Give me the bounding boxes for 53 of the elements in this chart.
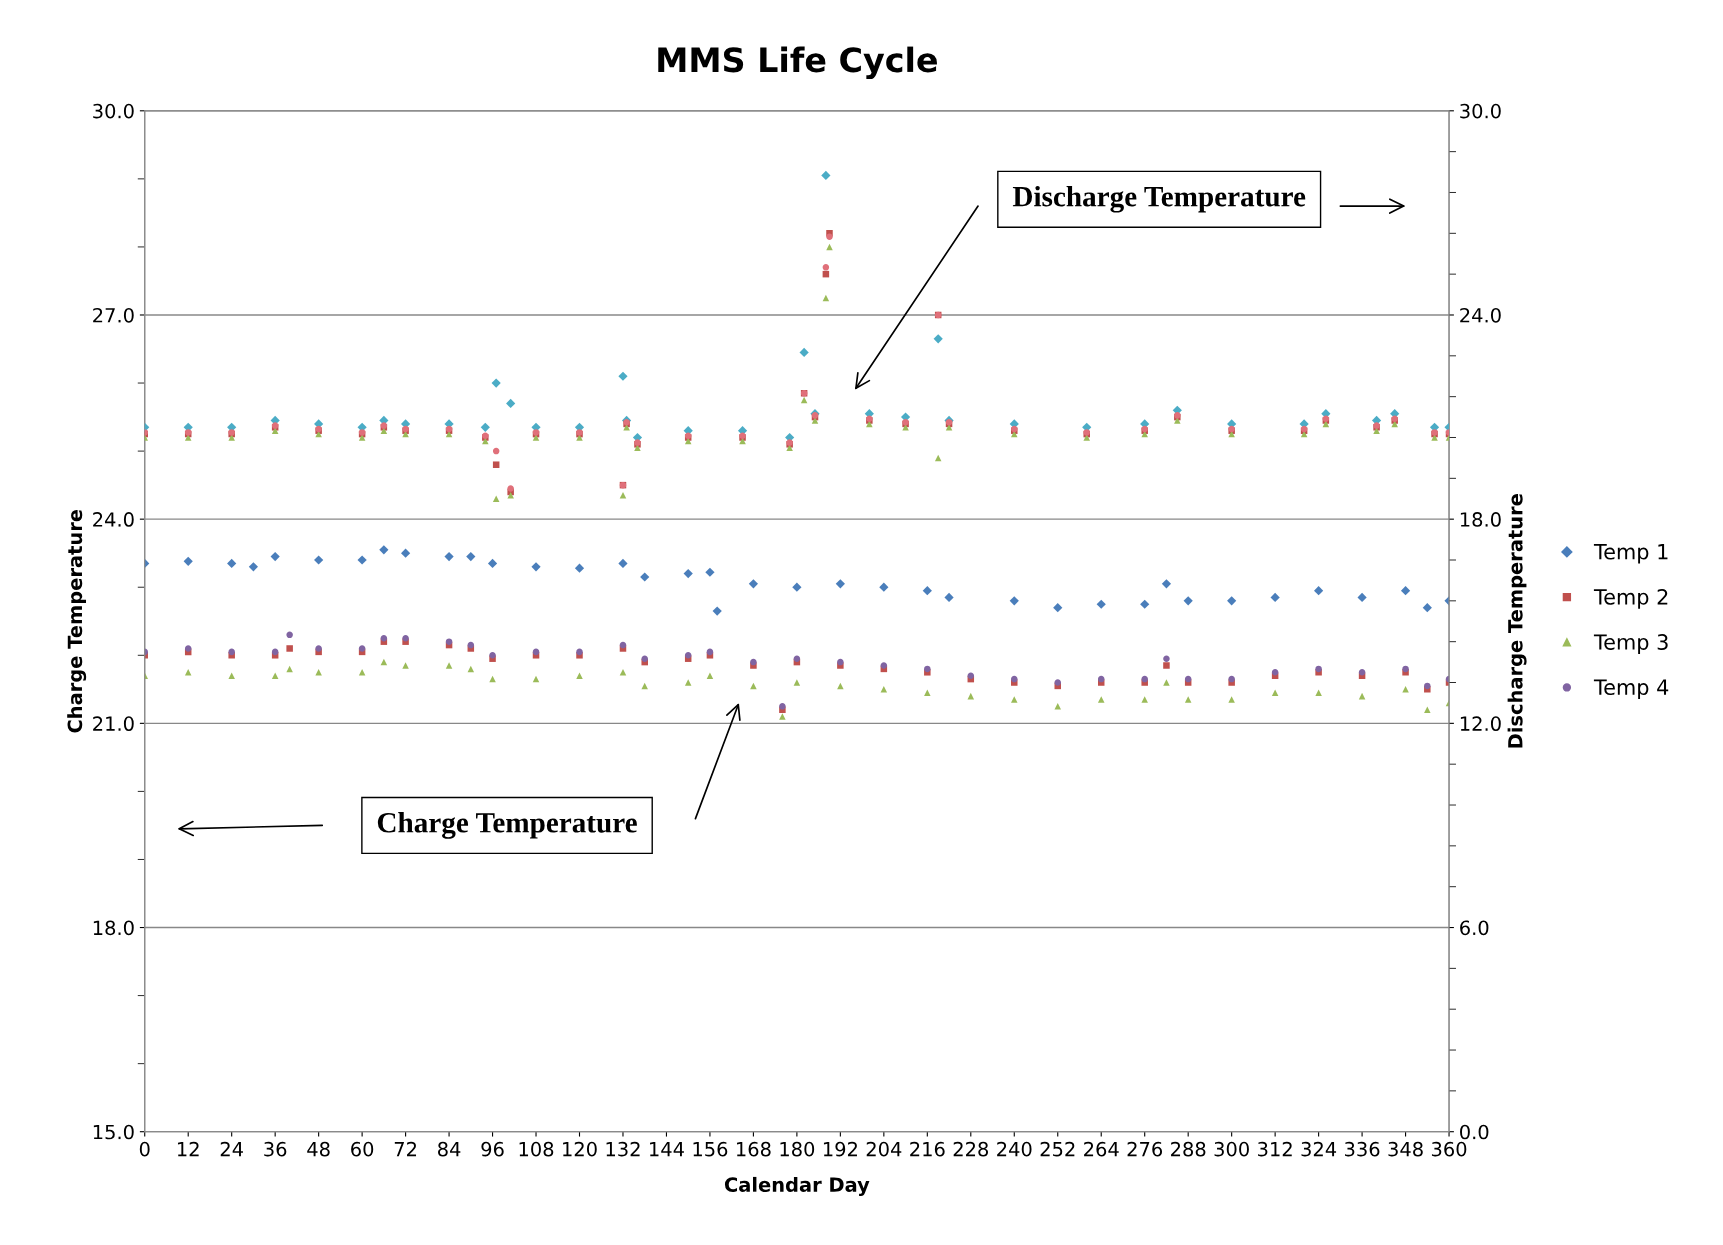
x-tick-label: 72 — [394, 1141, 417, 1157]
x-tick-label: 84 — [438, 1141, 461, 1157]
legend-label: Temp 3 — [1593, 634, 1668, 654]
x-tick-label: 120 — [563, 1141, 597, 1157]
x-tick-label: 24 — [220, 1141, 243, 1157]
x-tick-label: 264 — [1084, 1141, 1119, 1157]
x-tick-label: 144 — [650, 1142, 684, 1157]
x-tick-label: 168 — [736, 1141, 771, 1157]
x-tick-label: 216 — [910, 1141, 945, 1157]
annotation: Discharge Temperature — [1012, 185, 1306, 213]
x-tick-label: 252 — [1040, 1141, 1075, 1157]
x-tick-label: 360 — [1431, 1141, 1467, 1157]
x-tick-label: 228 — [953, 1141, 989, 1157]
x-tick-label: 108 — [519, 1141, 554, 1157]
x-tick-label: 240 — [997, 1141, 1032, 1157]
y2-tick-label: 0.0 — [1460, 1124, 1489, 1140]
x-axis-title: Calendar Day — [724, 1176, 870, 1196]
x-tick-label: 204 — [866, 1141, 902, 1157]
x-tick-label: 180 — [780, 1141, 815, 1157]
y2-tick-label: 6.0 — [1460, 920, 1489, 936]
x-tick-label: 348 — [1388, 1141, 1423, 1157]
y-tick-label: 27.0 — [93, 307, 134, 323]
annotation: Charge Temperature — [377, 812, 637, 839]
y2-tick-label: 24.0 — [1460, 307, 1501, 323]
x-tick-label: 156 — [693, 1141, 728, 1157]
y2-tick-label: 30.0 — [1460, 103, 1501, 119]
y2-axis-title: Discharge Temperature — [1507, 494, 1527, 748]
x-tick-label: 192 — [823, 1141, 857, 1157]
y2-tick-label: 18.0 — [1460, 512, 1501, 527]
legend-label: Temp 2 — [1593, 588, 1668, 609]
x-tick-label: 36 — [264, 1141, 287, 1157]
y2-tick-label: 12.0 — [1460, 716, 1501, 732]
y-tick-label: 21.0 — [93, 716, 134, 732]
y-axis-title: Charge Temperature — [67, 509, 87, 733]
x-tick-label: 288 — [1171, 1141, 1206, 1157]
x-tick-label: 300 — [1214, 1141, 1249, 1157]
x-tick-label: 276 — [1127, 1141, 1163, 1157]
x-tick-label: 312 — [1258, 1141, 1292, 1157]
x-tick-label: 60 — [351, 1141, 374, 1157]
y-tick-label: 30.0 — [93, 103, 134, 119]
legend-label: Temp 4 — [1593, 679, 1669, 700]
x-tick-label: 132 — [606, 1141, 640, 1157]
x-tick-label: 0 — [139, 1141, 150, 1157]
x-tick-label: 336 — [1345, 1141, 1380, 1157]
chart-title: MMS Life Cycle — [658, 46, 937, 80]
x-tick-label: 96 — [481, 1141, 504, 1157]
y-tick-label: 15.0 — [93, 1124, 134, 1140]
x-tick-label: 12 — [177, 1141, 199, 1157]
x-tick-label: 324 — [1301, 1141, 1337, 1157]
x-tick-label: 48 — [307, 1141, 330, 1157]
y-tick-label: 24.0 — [93, 512, 134, 527]
y-tick-label: 18.0 — [93, 920, 134, 936]
legend-label: Temp 1 — [1593, 544, 1668, 564]
